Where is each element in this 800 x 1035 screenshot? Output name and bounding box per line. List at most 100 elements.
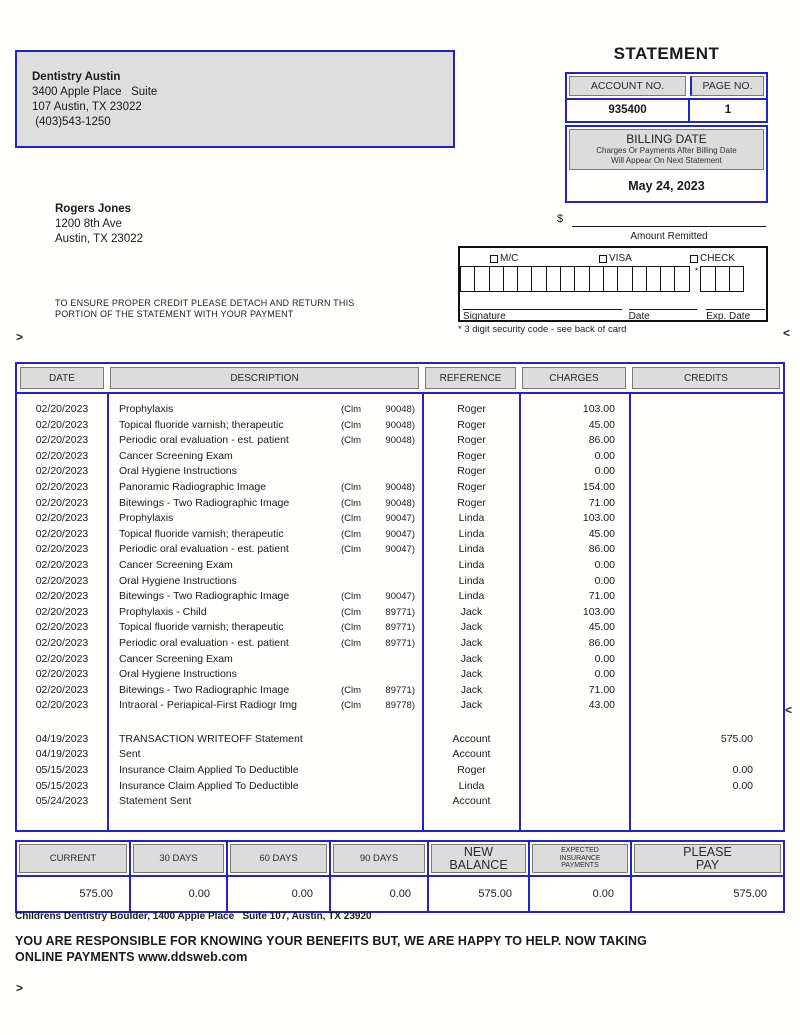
amount-remitted-input-line[interactable]: [572, 199, 766, 227]
summary-header-separator: [427, 842, 429, 875]
card-digit-box[interactable]: [474, 266, 490, 292]
provider-address-line1: 3400 Apple Place Suite: [32, 86, 158, 98]
card-digit-box[interactable]: [574, 266, 590, 292]
transaction-reference: Linda: [422, 511, 519, 527]
claim-prefix: (Clm: [341, 528, 362, 540]
transaction-credits: 0.00: [629, 778, 783, 795]
transaction-charges: [519, 394, 629, 402]
card-digit-box[interactable]: [517, 266, 533, 292]
checkbox-icon[interactable]: [490, 254, 498, 263]
checkbox-icon[interactable]: [690, 254, 698, 263]
card-digit-box[interactable]: [617, 266, 633, 292]
claim-number: 90048): [385, 404, 415, 415]
transaction-description: Statement Sent: [107, 794, 422, 810]
payment-method-box: M/C VISA CHECK * Signature Date Exp. Date: [458, 246, 768, 322]
transaction-description-text: Intraoral - Periapical-First Radiogr Img: [119, 699, 297, 712]
payment-method-mc[interactable]: M/C: [490, 253, 518, 264]
billing-date-box: BILLING DATE Charges Or Payments After B…: [565, 125, 768, 203]
checkbox-icon[interactable]: [599, 254, 607, 263]
transaction-reference: Roger: [422, 402, 519, 418]
summary-header-line: PAY: [695, 857, 720, 872]
billing-note-line2: Will Appear On Next Statement: [611, 155, 722, 165]
card-digit-box[interactable]: [588, 266, 604, 292]
transaction-description: Intraoral - Periapical-First Radiogr Img…: [107, 698, 422, 714]
card-digit-box[interactable]: [502, 266, 519, 292]
transaction-credits: [629, 495, 783, 512]
transaction-credits: [629, 698, 783, 714]
transaction-charges: 86.00: [519, 433, 629, 449]
billing-note-line1: Charges Or Payments After Billing Date: [596, 146, 737, 155]
date-line[interactable]: Date: [628, 309, 698, 322]
card-digit-box[interactable]: [660, 266, 676, 292]
card-digit-box[interactable]: [674, 266, 690, 292]
transaction-credits: [629, 620, 783, 636]
signature-line[interactable]: Signature: [463, 309, 622, 322]
transaction-row: 05/15/2023 Insurance Claim Applied To Ded…: [17, 763, 783, 779]
claim-number: 90047): [385, 513, 415, 525]
transaction-reference: Roger: [422, 433, 519, 449]
transaction-credits: [629, 589, 783, 605]
transaction-description-text: Bitewings - Two Radiographic Image: [119, 683, 290, 696]
security-code-box[interactable]: [700, 266, 716, 292]
claim-number: 89771): [385, 637, 415, 649]
transaction-charges: [519, 747, 629, 764]
transaction-description: Periodic oral evaluation - est. patient (…: [107, 635, 422, 652]
security-code-box[interactable]: [728, 266, 745, 292]
transaction-charges: [519, 778, 629, 795]
claim-number: 90047): [385, 528, 415, 540]
transaction-description: Periodic oral evaluation - est. patient (…: [107, 542, 422, 558]
claim-number: 90048): [385, 435, 415, 447]
transaction-reference: Jack: [422, 698, 519, 714]
payment-method-label: CHECK: [700, 253, 736, 264]
claim-number: 90048): [385, 419, 415, 431]
transaction-description: Cancer Screening Exam: [107, 557, 422, 574]
security-code-note: * 3 digit security code - see back of ca…: [458, 324, 627, 335]
summary-header-line: INSURANCE: [559, 854, 601, 862]
card-digit-box[interactable]: [560, 266, 576, 292]
statement-title: STATEMENT: [613, 44, 720, 63]
summary-header-1: 30 DAYS: [133, 844, 224, 873]
transaction-date: 02/20/2023: [35, 527, 89, 540]
claim-number: 90048): [385, 497, 415, 509]
card-digit-box[interactable]: [645, 266, 662, 292]
exp-date-line[interactable]: Exp. Date: [706, 309, 765, 322]
signature-row: Signature Date Exp. Date: [463, 309, 765, 322]
payment-method-visa[interactable]: VISA: [599, 253, 632, 264]
transaction-charges: 45.00: [519, 526, 629, 543]
transaction-date: 02/20/2023: [35, 434, 89, 447]
transaction-description: Periodic oral evaluation - est. patient (…: [107, 433, 422, 449]
transaction-charges: 154.00: [519, 479, 629, 496]
card-digit-box[interactable]: [602, 266, 619, 292]
transaction-date: 02/20/2023: [35, 683, 89, 696]
transaction-date: 02/20/2023: [35, 636, 89, 649]
summary-value-5: 0.00: [528, 875, 630, 911]
card-digit-box[interactable]: [460, 266, 476, 292]
claim-prefix: (Clm: [341, 404, 362, 415]
transaction-description: Topical fluoride varnish; therapeutic (Cl…: [107, 526, 422, 543]
transaction-description-text: Statement Sent: [119, 795, 192, 808]
card-digit-box[interactable]: [631, 266, 647, 292]
transaction-description-text: TRANSACTION WRITEOFF Statement: [119, 732, 303, 745]
transaction-row: 02/20/2023 Periodic oral evaluation - est…: [17, 635, 783, 652]
card-digit-box[interactable]: [531, 266, 547, 292]
transaction-date: 05/24/2023: [35, 795, 89, 808]
aging-summary-table: CURRENT 30 DAYS 60 DAYS 90 DAYS NEW BALANCE EX…: [15, 840, 785, 913]
security-code-box[interactable]: [714, 266, 730, 292]
payment-method-check[interactable]: CHECK: [690, 253, 735, 264]
transaction-credits: 575.00: [629, 731, 783, 748]
transaction-reference: Linda: [422, 542, 519, 558]
transaction-reference: Roger: [422, 417, 519, 434]
summary-header-line: PAYMENTS: [561, 862, 599, 870]
summary-header-separator: [329, 842, 331, 875]
transaction-charges: 0.00: [519, 651, 629, 668]
card-digit-box[interactable]: [545, 266, 562, 292]
card-digit-box[interactable]: [488, 266, 504, 292]
account-no-header: ACCOUNT NO.: [569, 76, 686, 96]
alignment-mark-top-left: >: [16, 330, 24, 344]
header-reference: REFERENCE: [425, 367, 516, 389]
benefits-notice-line1: YOU ARE RESPONSIBLE FOR KNOWING YOUR BEN…: [15, 934, 647, 948]
transaction-description: [107, 809, 422, 830]
transaction-row: 02/20/2023 Topical fluoride varnish; ther…: [17, 620, 783, 636]
transaction-description-text: Cancer Screening Exam: [119, 652, 233, 665]
transaction-date: 02/20/2023: [35, 668, 89, 681]
